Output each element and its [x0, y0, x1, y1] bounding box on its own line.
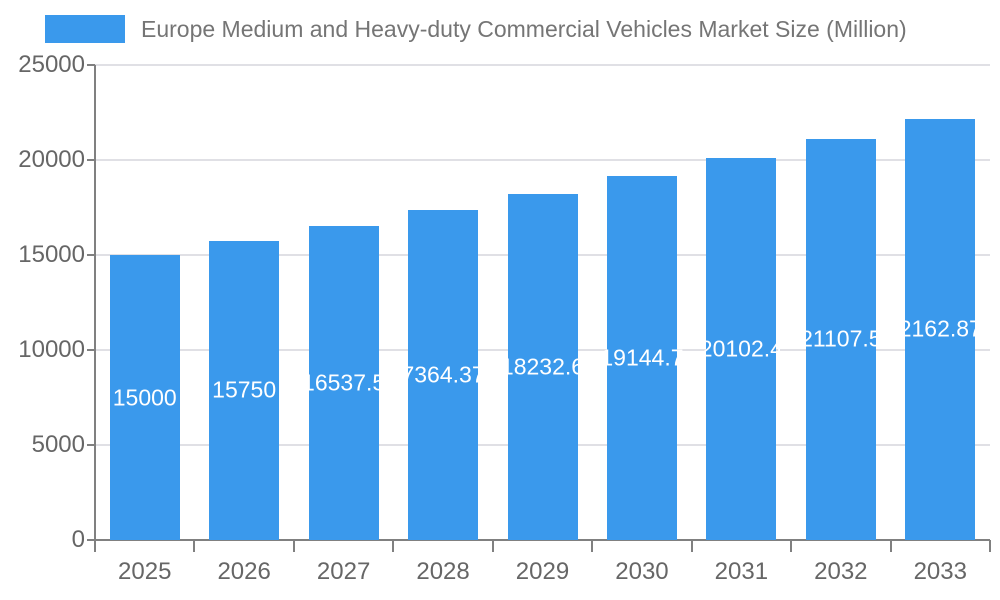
bar-value-label: 19144.7 — [600, 344, 684, 371]
x-axis-label-2027: 2027 — [316, 558, 371, 585]
x-axis-label-2032: 2032 — [814, 558, 868, 585]
y-axis-tick — [87, 444, 95, 446]
x-axis-label-2031: 2031 — [714, 558, 769, 585]
y-axis-label: 20000 — [18, 146, 85, 173]
bar-value-label: 16537.5 — [302, 369, 386, 396]
y-axis-label: 0 — [71, 526, 85, 553]
bar-value-label: 22162.875 — [885, 315, 995, 342]
bar-value-label: 18232.6 — [500, 353, 585, 380]
bar-2025[interactable]: 15000 — [109, 255, 180, 540]
bar-value-label: 15750 — [212, 376, 277, 403]
x-axis-tick — [591, 540, 594, 552]
x-axis-tick — [392, 540, 395, 552]
bar-2031[interactable]: 20102.4 — [700, 158, 783, 540]
x-axis-label-2028: 2028 — [416, 558, 470, 585]
bar-value-label: 20102.4 — [699, 335, 783, 362]
legend-label[interactable]: Europe Medium and Heavy-duty Commercial … — [141, 16, 907, 42]
x-axis-label-2030: 2030 — [615, 558, 669, 585]
y-axis-label: 15000 — [18, 241, 85, 268]
y-axis-tick — [87, 349, 95, 351]
bar-2028[interactable]: 17364.375 — [389, 210, 497, 540]
legend[interactable]: Europe Medium and Heavy-duty Commercial … — [45, 15, 907, 43]
legend-swatch-icon[interactable] — [45, 15, 125, 43]
x-axis-line — [95, 539, 990, 541]
gridline — [95, 64, 990, 66]
y-axis-label: 5000 — [31, 431, 85, 458]
x-axis-tick — [94, 540, 96, 552]
y-axis-tick — [87, 539, 95, 541]
x-axis-tick — [292, 540, 295, 552]
y-axis-tick — [87, 254, 95, 256]
x-axis-tick — [889, 540, 892, 552]
y-axis-line — [94, 65, 96, 552]
bar-2030[interactable]: 19144.7 — [600, 176, 684, 540]
x-axis-tick — [989, 540, 991, 552]
bar-2027[interactable]: 16537.5 — [302, 225, 385, 540]
y-axis-label: 25000 — [18, 51, 85, 78]
x-axis-tick — [491, 540, 494, 552]
bar-value-label: 17364.375 — [388, 361, 498, 388]
y-axis-tick — [87, 64, 95, 66]
gridline — [95, 159, 990, 161]
x-axis-label-2033: 2033 — [913, 558, 967, 585]
bar-2032[interactable]: 21107.5 — [800, 138, 882, 540]
x-axis-label-2029: 2029 — [515, 558, 570, 585]
bar-value-label: 15000 — [112, 384, 177, 410]
bar-2033[interactable]: 22162.875 — [886, 118, 995, 540]
x-axis-tick — [690, 540, 693, 552]
x-axis-tick — [790, 540, 793, 552]
bar-2026[interactable]: 15750 — [209, 240, 280, 540]
x-axis-label-2025: 2025 — [118, 558, 172, 585]
bar-value-label: 21107.5 — [800, 325, 882, 352]
x-axis-tick — [193, 540, 196, 552]
y-axis-label: 10000 — [18, 336, 85, 363]
bar-2029[interactable]: 18232.6 — [501, 193, 584, 540]
x-axis-label-2026: 2026 — [217, 558, 271, 585]
y-axis-tick — [87, 159, 95, 161]
